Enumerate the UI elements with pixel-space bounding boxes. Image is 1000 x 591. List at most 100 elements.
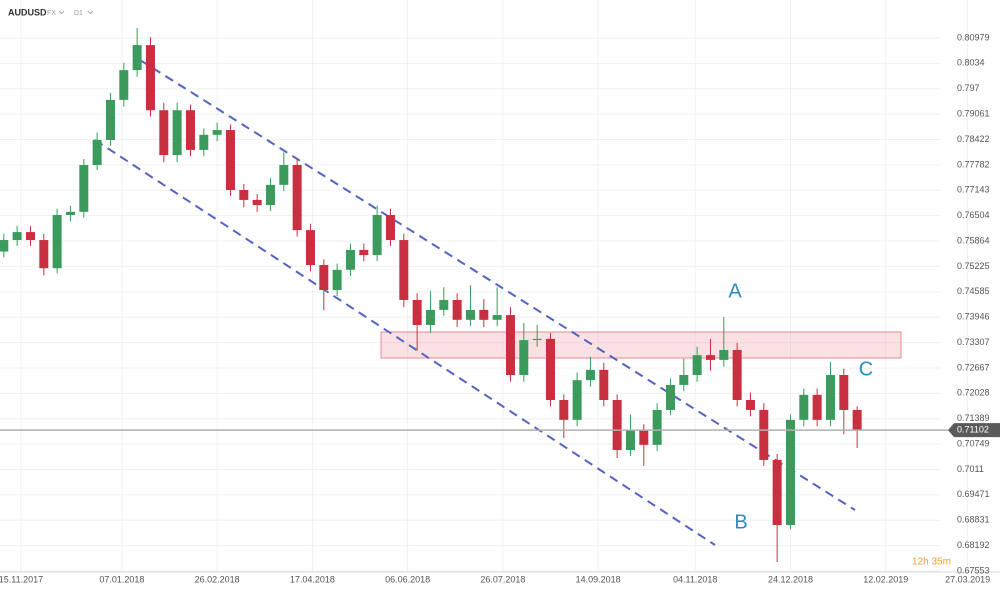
x-tick-label: 06.06.2018	[385, 574, 430, 584]
candle-body	[252, 199, 262, 206]
candle-body	[745, 400, 755, 410]
candle-body	[199, 134, 209, 150]
candle-body	[639, 430, 649, 445]
candle-body	[599, 369, 609, 401]
candle-body	[239, 190, 249, 200]
y-tick-label: 0.79061	[957, 109, 990, 119]
candle-body	[305, 230, 315, 266]
candle-body	[279, 164, 289, 185]
candle-body	[145, 45, 155, 111]
y-tick-label: 0.69471	[957, 489, 990, 499]
symbol[interactable]: AUDUSD	[8, 7, 47, 17]
candle-body	[732, 349, 742, 401]
candle-body	[665, 384, 675, 410]
last-price-label: 0.71102	[957, 424, 989, 434]
candle-body	[465, 309, 475, 320]
y-tick-label: 0.73307	[957, 337, 990, 347]
y-tick-label: 0.77143	[957, 185, 990, 195]
candle-body	[825, 375, 835, 420]
last-price-tag	[948, 423, 1000, 438]
candle-body	[719, 349, 729, 360]
countdown: 12h 35m	[912, 557, 951, 568]
x-tick-label: 07.01.2018	[99, 574, 144, 584]
annotation: B	[734, 511, 747, 533]
candle-body	[439, 299, 449, 310]
candle-body	[105, 99, 115, 140]
candle-body	[505, 315, 515, 376]
candles	[0, 28, 862, 562]
y-tick-label: 0.77782	[957, 159, 990, 169]
x-tick-label: 27.03.2019	[945, 574, 990, 584]
candle-body	[159, 110, 169, 156]
candle-body	[185, 110, 195, 150]
candle-body	[452, 299, 462, 320]
candle-body	[225, 130, 235, 191]
y-tick-label: 0.75864	[957, 235, 990, 245]
candle-body	[412, 299, 422, 325]
candle-body	[92, 139, 102, 165]
annotation: A	[728, 280, 742, 302]
candle-body	[519, 340, 529, 376]
y-tick-label: 0.80979	[957, 32, 990, 42]
x-tick-label: 04.11.2018	[673, 574, 717, 584]
candle-body	[119, 70, 129, 100]
candle-body	[399, 240, 409, 300]
y-tick-label: 0.72028	[957, 388, 990, 398]
candle-body	[799, 394, 809, 420]
dropdown-icon	[58, 10, 65, 15]
candle-body	[612, 400, 622, 451]
candle-body	[172, 110, 182, 156]
candle-body	[492, 315, 502, 320]
candle-body	[559, 400, 569, 420]
x-tick-label: 12.02.2019	[863, 574, 908, 584]
candle-body	[785, 419, 795, 526]
candle-body	[692, 355, 702, 376]
candle-body	[839, 375, 849, 410]
candle-body	[625, 430, 635, 451]
dropdown-icon	[87, 10, 94, 15]
y-tick-label: 0.68192	[957, 540, 990, 550]
candle-body	[425, 309, 435, 325]
timeframe[interactable]: D1	[74, 10, 83, 17]
candle-body	[39, 240, 49, 269]
y-tick-label: 0.73946	[957, 312, 990, 322]
candle-body	[65, 211, 75, 216]
x-tick-label: 15.11.2017	[0, 574, 43, 584]
candle-body	[265, 184, 275, 206]
y-tick-label: 0.72667	[957, 362, 990, 372]
y-tick-label: 0.74585	[957, 286, 990, 296]
market[interactable]: FX	[47, 10, 56, 17]
candle-body	[772, 459, 782, 526]
candle-body	[0, 240, 9, 252]
candle-body	[372, 215, 382, 256]
candle-body	[545, 338, 555, 401]
candle-body	[385, 215, 395, 241]
candle-body	[532, 338, 542, 341]
candle-body	[52, 215, 62, 269]
x-tick-label: 26.07.2018	[480, 574, 525, 584]
y-tick-label: 0.797	[957, 83, 980, 93]
candle-body	[679, 375, 689, 385]
candle-body	[292, 164, 302, 231]
channel-lower	[94, 139, 716, 546]
x-tick-label: 14.09.2018	[576, 574, 621, 584]
y-tick-label: 0.70749	[957, 438, 990, 448]
resistance-zone	[380, 331, 902, 359]
channel-upper	[139, 59, 856, 511]
candle-body	[359, 249, 369, 256]
candle-body	[572, 380, 582, 420]
x-tick-label: 26.02.2018	[195, 574, 240, 584]
candle-body	[79, 164, 89, 212]
price-axis-bg	[940, 0, 1000, 591]
x-tick-label: 17.04.2018	[290, 574, 335, 584]
candle-body	[759, 409, 769, 460]
y-tick-label: 0.68831	[957, 515, 990, 525]
candle-body	[585, 369, 595, 381]
candle-body	[852, 409, 862, 431]
y-tick-label: 0.8034	[957, 58, 985, 68]
candle-body	[705, 355, 715, 360]
candle-body	[319, 265, 329, 291]
candle-body	[479, 309, 489, 320]
x-tick-label: 24.12.2018	[768, 574, 813, 584]
